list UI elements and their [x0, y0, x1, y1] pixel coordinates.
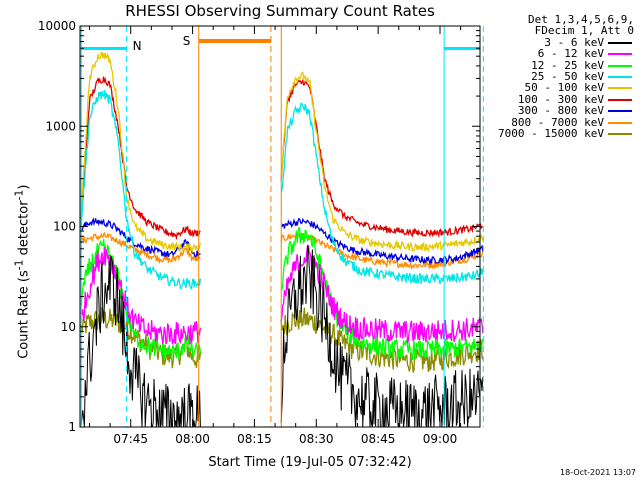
saa-interval-bar: [198, 39, 271, 43]
legend-swatch: [608, 75, 632, 78]
legend-entry: 800 - 7000 keV: [474, 115, 634, 129]
y-axis-label-part: Count Rate (s: [16, 270, 32, 359]
series-line: [280, 102, 484, 285]
series-100-300-kev: [80, 76, 484, 241]
legend-swatch: [608, 121, 632, 124]
legend-entry-label: 12 - 25 keV: [531, 58, 604, 72]
series-line: [80, 76, 201, 241]
legend-entry-label: 100 - 300 keV: [517, 92, 604, 106]
x-axis-label: Start Time (19-Jul-05 07:32:42): [208, 455, 412, 470]
y-tick-label: 10000: [38, 19, 76, 33]
series-25-50-kev: [80, 89, 484, 290]
generated-timestamp: 18-Oct-2021 13:07: [560, 468, 636, 477]
x-tick-label: 09:00: [423, 432, 458, 446]
legend-entry: 7000 - 15000 keV: [474, 128, 634, 139]
x-tick-label: 08:00: [175, 432, 210, 446]
legend-entry: 12 - 25 keV: [474, 58, 634, 72]
legend-decimation: FDecim 1, Att 0: [534, 24, 634, 38]
series-line: [280, 245, 484, 428]
series-12-25-kev: [80, 226, 484, 362]
night-label: N: [133, 39, 142, 53]
saa-label: S: [183, 34, 191, 48]
series-line: [80, 255, 201, 428]
legend-entry: 50 - 100 keV: [474, 81, 634, 95]
legend-entry-label: 3 - 6 keV: [544, 35, 604, 49]
y-axis-label-part: detector: [16, 200, 32, 260]
y-tick-label: 10: [61, 320, 76, 334]
x-tick-label: 08:15: [237, 432, 272, 446]
series-line: [80, 231, 201, 265]
y-tick-label: 100: [53, 220, 76, 234]
series-7000-15000-kev: [80, 306, 484, 373]
y-axis-label: Count Rate (s-1 detector-1): [12, 152, 31, 392]
series-line: [280, 71, 484, 253]
y-axis-label-sup: -1: [12, 189, 26, 201]
legend-entry-label: 50 - 100 keV: [524, 81, 604, 95]
series-line: [80, 51, 202, 254]
legend-entry-label: 6 - 12 keV: [537, 47, 604, 61]
chart-title: RHESSI Observing Summary Count Rates: [125, 2, 435, 20]
legend-entry: 6 - 12 keV: [474, 48, 634, 59]
y-axis-label-part: ): [16, 184, 32, 190]
series-6-12-kev: [80, 244, 484, 345]
legend-swatch: [608, 64, 632, 67]
x-tick-label: 08:45: [361, 432, 396, 446]
y-axis-label-sup: -1: [12, 259, 26, 271]
series-line: [80, 247, 202, 345]
legend-swatch: [608, 41, 632, 44]
night-interval-bar: [81, 47, 127, 50]
legend-entry: 25 - 50 keV: [474, 71, 634, 82]
series-line: [280, 78, 484, 239]
legend-swatch: [608, 110, 632, 113]
x-tick-label: 07:45: [113, 432, 148, 446]
series-line: [80, 306, 202, 369]
y-tick-label: 1: [68, 420, 76, 434]
series-50-100-kev: [80, 51, 484, 254]
series-line: [280, 217, 484, 266]
legend-entry-label: 25 - 50 keV: [531, 69, 604, 83]
legend-entry-label: 7000 - 15000 keV: [498, 126, 604, 140]
legend-entry: 100 - 300 keV: [474, 94, 634, 105]
series-line: [281, 226, 484, 361]
legend-detectors: Det 1,3,4,5,6,9,: [528, 13, 634, 26]
series-line: [80, 239, 202, 362]
legend: Det 1,3,4,5,6,9, FDecim 1, Att 0 3 - 6 k…: [474, 13, 634, 140]
legend-entry: 3 - 6 keV: [474, 37, 634, 48]
legend-entry: 300 - 800 keV: [474, 105, 634, 116]
x-tick-label: 08:30: [299, 432, 334, 446]
legend-swatch: [608, 132, 632, 135]
legend-entry-label: 800 - 7000 keV: [511, 115, 604, 129]
y-tick-label: 1000: [45, 119, 76, 133]
night-interval-bar: [444, 47, 480, 50]
series-line: [80, 89, 202, 290]
legend-swatch: [608, 87, 632, 90]
series-line: [280, 244, 484, 344]
legend-swatch: [608, 53, 632, 56]
legend-entry-label: 300 - 800 keV: [517, 104, 604, 118]
series-line: [280, 307, 484, 373]
legend-swatch: [608, 98, 632, 101]
